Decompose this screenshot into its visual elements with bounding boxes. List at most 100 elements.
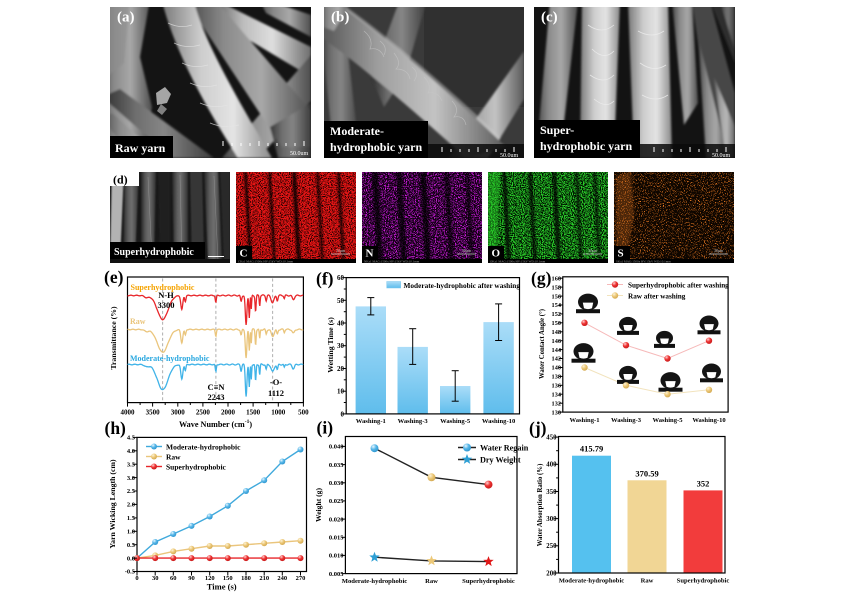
svg-text:0.025: 0.025 [329,498,344,505]
svg-text:3500: 3500 [146,409,161,417]
svg-text:S: S [618,248,624,260]
svg-text:Superhydrophobic: Superhydrophobic [166,463,227,472]
svg-text:Raw: Raw [425,578,438,585]
svg-text:O: O [492,248,501,260]
svg-text:SKa1 MAG:1500x HV:15kV WD:1: SKa1 MAG:1500x HV:15kV WD:10.1mm [616,260,671,264]
svg-text:Yarn Wicking Length (cm): Yarn Wicking Length (cm) [108,459,117,549]
svg-text:0.005: 0.005 [329,571,344,578]
svg-text:Weight (g): Weight (g) [314,488,323,522]
svg-text:(f): (f) [316,269,334,289]
svg-text:138: 138 [552,374,561,381]
svg-text:20: 20 [337,365,345,373]
svg-text:Moderate-hydrophobic: Moderate-hydrophobic [166,443,241,452]
svg-text:0.0: 0.0 [127,555,135,562]
svg-text:Moderate-hydrophobic after was: Moderate-hydrophobic after washing [404,281,521,290]
svg-text:Superhydrophobic: Superhydrophobic [131,283,195,292]
svg-text:Time (s): Time (s) [207,582,237,592]
svg-text:Superhydrophobic: Superhydrophobic [462,578,515,585]
svg-text:270: 270 [296,575,306,582]
svg-text:Superhydrophobic after washing: Superhydrophobic after washing [628,281,729,289]
svg-text:350: 350 [546,489,557,496]
svg-text:30μm: 30μm [714,248,724,253]
svg-text:Water Contact Angle (°): Water Contact Angle (°) [539,309,546,379]
svg-text:150: 150 [223,575,233,582]
svg-text:Washing-1: Washing-1 [569,417,599,424]
svg-text:1112: 1112 [268,388,284,398]
svg-text:0.020: 0.020 [329,516,344,523]
svg-text:2243: 2243 [208,392,225,402]
svg-text:Superhydrophobic: Superhydrophobic [677,578,730,585]
svg-text:CKa1 MAG:1500x HV:15kV WD:1: CKa1 MAG:1500x HV:15kV WD:10.1mm [238,260,294,264]
svg-text:NKa1 MAG:1500x HV:15kV WD:1: NKa1 MAG:1500x HV:15kV WD:10.1mm [364,260,420,264]
svg-text:Moderate-hydrophobic: Moderate-hydrophobic [559,578,625,585]
svg-text:0.040: 0.040 [329,444,344,451]
svg-text:Washing-1: Washing-1 [356,418,386,425]
svg-text:60: 60 [337,274,345,282]
svg-text:3300: 3300 [158,300,175,310]
svg-text:240: 240 [277,575,287,582]
svg-text:30μm: 30μm [462,248,472,253]
svg-text:C≡N: C≡N [207,382,225,392]
svg-text:132: 132 [552,400,561,407]
svg-text:Wetting Time (s): Wetting Time (s) [326,317,335,373]
svg-text:1000: 1000 [271,409,286,417]
svg-text:130: 130 [552,409,561,416]
svg-text:40: 40 [337,320,345,328]
svg-text:(g): (g) [531,268,552,288]
svg-text:C: C [240,248,248,260]
svg-text:146: 146 [552,338,561,345]
svg-text:OKa1 MAG:1500x HV:15kV WD:1: OKa1 MAG:1500x HV:15kV WD:10.1mm [490,260,546,264]
svg-text:Superhydrophobic: Superhydrophobic [114,247,194,258]
svg-text:250: 250 [546,543,557,550]
svg-text:Washing-5: Washing-5 [652,417,683,424]
svg-text:(a): (a) [117,10,135,26]
svg-text:Transmittance (%): Transmittance (%) [109,306,118,370]
svg-text:148: 148 [552,329,561,336]
svg-text:300: 300 [546,516,557,523]
svg-text:(j): (j) [529,418,547,438]
svg-text:1500: 1500 [246,409,261,417]
svg-text:2.0: 2.0 [127,502,135,509]
svg-text:Water Absorption Ratio (%): Water Absorption Ratio (%) [537,464,544,547]
svg-text:150: 150 [552,320,561,327]
svg-text:4.0: 4.0 [127,448,135,455]
svg-text:0.015: 0.015 [329,535,344,542]
svg-text:N: N [366,248,374,260]
svg-text:Super-: Super- [540,123,574,137]
svg-text:4.5: 4.5 [127,435,136,442]
svg-text:160: 160 [552,275,561,282]
svg-text:370.59: 370.59 [635,468,658,478]
svg-text:(d): (d) [113,173,128,187]
svg-text:(h): (h) [105,418,127,438]
svg-text:50: 50 [337,297,345,305]
svg-text:1.5: 1.5 [127,515,136,522]
svg-text:0.030: 0.030 [329,480,344,487]
svg-text:(i): (i) [317,418,334,438]
svg-text:30: 30 [337,342,345,350]
svg-text:144: 144 [552,347,562,354]
svg-text:3.0: 3.0 [127,475,135,482]
svg-text:Water Regain: Water Regain [480,444,529,453]
svg-text:Washing-3: Washing-3 [611,417,642,424]
svg-text:134: 134 [552,391,562,398]
svg-text:30μm: 30μm [336,248,346,253]
svg-text:142: 142 [552,356,561,363]
svg-text:N-H: N-H [158,290,174,300]
svg-text:2.5: 2.5 [127,488,136,495]
svg-text:1.0: 1.0 [127,529,135,536]
svg-text:210: 210 [259,575,269,582]
svg-text:3.5: 3.5 [127,461,136,468]
svg-text:Washing-3: Washing-3 [398,418,429,425]
svg-text:Moderate-hydrophobic: Moderate-hydrophobic [130,354,210,363]
svg-text:Moderate-: Moderate- [330,124,384,138]
svg-text:Raw yarn: Raw yarn [115,141,166,155]
svg-text:10: 10 [337,388,345,396]
svg-text:352: 352 [697,478,710,488]
svg-text:120: 120 [205,575,215,582]
svg-text:140: 140 [552,365,561,372]
svg-text:0: 0 [341,410,345,418]
svg-text:50.0um: 50.0um [290,151,309,157]
svg-text:200: 200 [546,570,557,577]
svg-text:0.5: 0.5 [127,542,136,549]
svg-text:(e): (e) [104,267,124,287]
